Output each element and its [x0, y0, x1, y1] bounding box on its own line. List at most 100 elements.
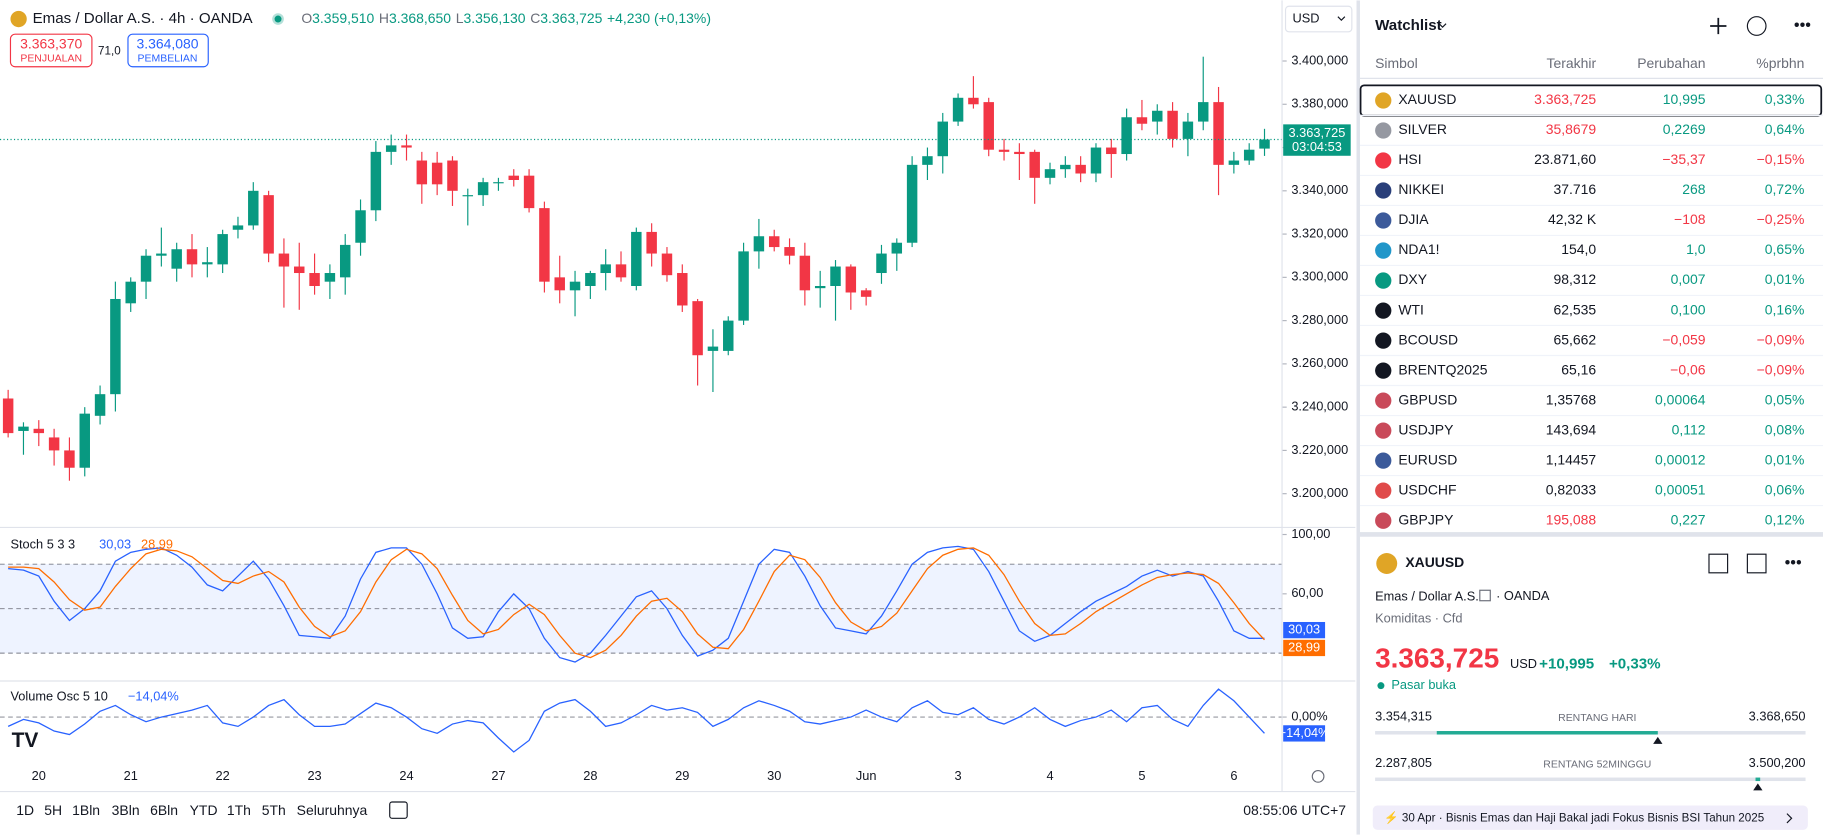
pct: 0,06%	[1765, 481, 1805, 497]
candle-body	[33, 428, 45, 434]
sell-button[interactable]	[9, 33, 93, 68]
panel-separator	[1359, 532, 1823, 537]
symbol[interactable]: USDJPY	[1398, 421, 1453, 437]
change: 1,0	[1686, 241, 1706, 257]
range-button[interactable]: Seluruhnya	[297, 802, 368, 818]
day-high: 3.368,650	[1749, 708, 1806, 723]
ohlc-value: 3.356,130	[463, 10, 525, 26]
symbol[interactable]: USDCHF	[1398, 481, 1456, 497]
symbol-icon	[1375, 332, 1392, 349]
watchlist-title[interactable]: Watchlist	[1375, 17, 1442, 34]
y-tick-label: 0,00%	[1291, 708, 1327, 723]
pct: 0,33%	[1765, 91, 1805, 107]
toolbar: 1D 5H 1Bln 3Bln 6Bln YTD 1Th 5Th Seluruhnya	[16, 802, 367, 818]
range-button[interactable]: 5H	[44, 802, 62, 818]
symbol-icon	[1375, 392, 1392, 409]
chart-icon[interactable]	[1746, 16, 1767, 36]
symbol[interactable]: BRENTQ2025	[1398, 361, 1487, 377]
candle-body	[1197, 102, 1209, 122]
last-price-tag	[1283, 124, 1351, 156]
more-icon[interactable]: •••	[1785, 554, 1802, 572]
ohlc-label: L	[456, 10, 464, 26]
range-button[interactable]: 3Bln	[112, 802, 140, 818]
y-tick-label: 3.260,000	[1291, 355, 1348, 370]
symbol[interactable]: DXY	[1398, 271, 1427, 287]
year-range-label: RENTANG 52MINGGU	[1543, 760, 1651, 771]
symbol-title[interactable]: Emas / Dollar A.S. · 4h · OANDA	[33, 10, 254, 27]
symbol[interactable]: GBPUSD	[1398, 391, 1457, 407]
buy-button[interactable]	[127, 33, 209, 68]
legend-value: 28,99	[141, 536, 173, 551]
symbol[interactable]: DJIA	[1398, 211, 1429, 227]
candle-body	[110, 298, 121, 395]
column-header: Terakhir	[1547, 55, 1597, 71]
candle-body	[94, 394, 106, 416]
pct: 0,16%	[1765, 301, 1805, 317]
value-tag	[1283, 725, 1326, 742]
day-range-fill	[1436, 731, 1658, 735]
symbol[interactable]: GBPJPY	[1398, 511, 1453, 527]
symbol[interactable]: EURUSD	[1398, 451, 1457, 467]
add-icon[interactable]	[1710, 17, 1727, 35]
symbol[interactable]: XAUUSD	[1398, 91, 1456, 107]
symbol[interactable]: SILVER	[1398, 121, 1447, 137]
symbol[interactable]: NIKKEI	[1398, 181, 1444, 197]
y-tick-label: 60,00	[1291, 585, 1323, 600]
pct: 0,05%	[1765, 391, 1805, 407]
symbol-icon	[1375, 182, 1392, 199]
pct: −0,09%	[1757, 361, 1805, 377]
candle-body	[952, 97, 964, 122]
candle-body	[768, 236, 780, 248]
date-range-icon[interactable]	[389, 801, 408, 819]
range-button[interactable]: 1D	[16, 802, 34, 818]
symbol[interactable]: HSI	[1398, 151, 1421, 167]
countdown: 03:04:53	[1292, 139, 1342, 154]
status-dot	[1377, 682, 1385, 690]
range-button[interactable]: 6Bln	[150, 802, 178, 818]
day-range-marker	[1653, 736, 1663, 744]
y-tick-label: 3.340,000	[1291, 182, 1348, 197]
news-box[interactable]	[1372, 805, 1808, 830]
pct: 0,65%	[1765, 241, 1805, 257]
link-icon[interactable]	[1479, 589, 1491, 602]
candle-body	[646, 231, 657, 254]
legend-value: 30,03	[99, 536, 131, 551]
range-button[interactable]: 1Bln	[72, 802, 100, 818]
pct: −0,15%	[1757, 151, 1805, 167]
candle-body	[707, 346, 719, 351]
symbol-icon	[1375, 152, 1392, 169]
change: 0,00064	[1655, 391, 1706, 407]
range-button[interactable]: 1Th	[227, 802, 251, 818]
x-tick-label: 30	[767, 768, 781, 783]
candle-body	[186, 249, 198, 265]
last: 195,088	[1546, 511, 1597, 527]
symbol-icon	[1375, 452, 1392, 469]
y-tick-label: 3.320,000	[1291, 225, 1348, 240]
edit-icon[interactable]	[1746, 553, 1767, 574]
dropdown-arrow	[1337, 16, 1346, 22]
more-icon[interactable]: •••	[1794, 16, 1811, 34]
candle-body	[983, 102, 994, 150]
candle-body	[600, 264, 611, 274]
layout-icon[interactable]	[1708, 553, 1729, 574]
last: 1,14457	[1546, 451, 1597, 467]
candle-body	[171, 249, 182, 269]
settings-icon[interactable]	[1311, 770, 1325, 783]
candle-body	[370, 151, 382, 211]
clock: 08:55:06 UTC+7	[1243, 802, 1346, 818]
symbol[interactable]: BCOUSD	[1398, 331, 1458, 347]
x-tick-label: 23	[307, 768, 321, 783]
candle-body	[615, 264, 627, 278]
symbol[interactable]: WTI	[1398, 301, 1424, 317]
symbol-icon	[1375, 302, 1392, 319]
candle-body	[18, 426, 29, 431]
symbol[interactable]: NDA1!	[1398, 241, 1439, 257]
candle-body	[523, 175, 535, 209]
range-button[interactable]: YTD	[190, 802, 218, 818]
last: 98,312	[1553, 271, 1596, 287]
range-button[interactable]: 5Th	[262, 802, 286, 818]
detail-exchange: · OANDA	[1496, 589, 1550, 604]
buy-price: 3.364,080	[136, 35, 198, 51]
currency-select[interactable]	[1284, 5, 1353, 33]
